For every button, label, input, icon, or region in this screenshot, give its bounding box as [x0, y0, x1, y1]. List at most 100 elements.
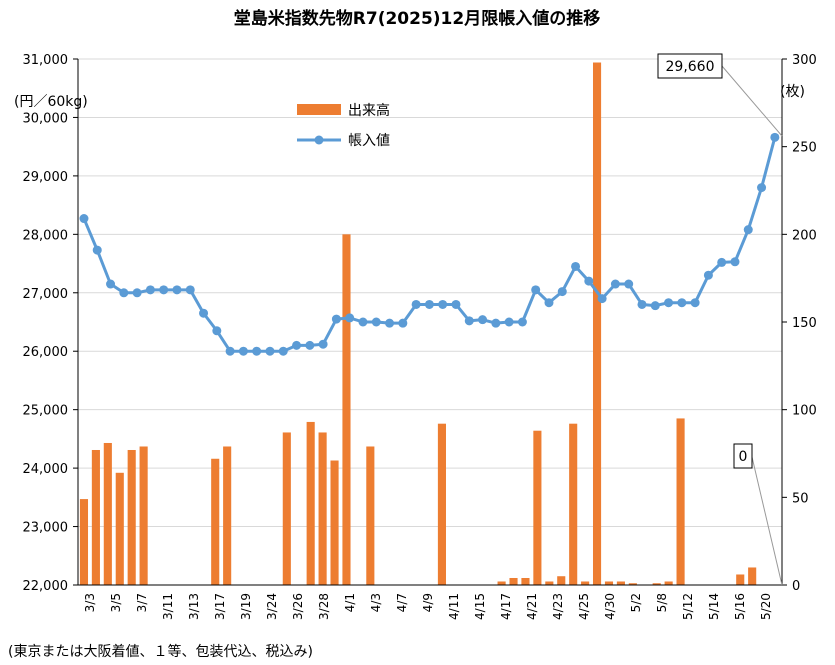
right-axis-unit: (枚)	[780, 84, 805, 100]
x-tick-label: 5/2	[629, 593, 643, 612]
volume-bar	[736, 574, 745, 585]
callout-last-price: 29,660	[657, 53, 783, 137]
x-tick-label: 4/7	[395, 593, 409, 612]
price-point	[292, 340, 302, 350]
price-point	[703, 270, 713, 280]
price-point	[119, 288, 129, 298]
price-point	[464, 316, 474, 326]
volume-bar	[557, 576, 566, 585]
x-tick-label: 4/30	[603, 593, 617, 620]
price-point	[199, 308, 209, 318]
price-point	[637, 299, 647, 309]
x-tick-label: 3/3	[83, 593, 97, 612]
volume-bar	[581, 581, 590, 585]
callout-last-volume-box	[733, 443, 753, 469]
price-point	[677, 298, 687, 308]
x-tick-label: 3/17	[213, 593, 227, 620]
callout-last-price-box	[657, 53, 723, 79]
x-tick-label: 3/28	[317, 593, 331, 620]
volume-bar	[127, 449, 136, 585]
x-tick-label: 3/5	[109, 593, 123, 612]
left-tick-label: 28,000	[23, 228, 69, 243]
price-point	[571, 261, 581, 271]
callout-last-price-label: 29,660	[666, 59, 715, 75]
right-tick-label: 50	[792, 491, 809, 506]
legend: 出来高 帳入値	[297, 102, 390, 149]
volume-bar	[318, 432, 327, 585]
grid-lines	[78, 58, 782, 586]
price-point	[106, 279, 116, 289]
x-tick-label: 4/17	[499, 593, 513, 620]
price-point	[185, 285, 195, 295]
volume-bar	[509, 577, 518, 585]
right-tick-label: 0	[792, 579, 800, 594]
chart-title: 堂島米指数先物R7(2025)12月限帳入値の推移	[234, 8, 600, 29]
x-tick-label: 4/9	[421, 593, 435, 612]
bars	[79, 62, 757, 585]
volume-bar	[115, 472, 124, 585]
price-point	[371, 317, 381, 327]
axes	[73, 58, 787, 586]
price-point	[650, 301, 660, 311]
volume-bar	[139, 446, 148, 585]
volume-bar	[628, 583, 637, 585]
price-point	[265, 346, 275, 356]
legend-bar-label: 出来高	[348, 102, 390, 119]
x-tick-label: 3/24	[265, 593, 279, 620]
price-point	[212, 326, 222, 336]
price-point	[478, 315, 488, 325]
volume-bar	[282, 432, 291, 585]
price-point	[531, 285, 541, 295]
volume-bar	[604, 581, 614, 585]
callout-last-price-leader	[721, 65, 783, 137]
volume-bar	[211, 458, 220, 585]
left-ticks: 22,000 23,000 24,000 25,000 26,000 27,000 28,0…	[23, 53, 69, 594]
price-point	[278, 346, 288, 356]
right-tick-label: 150	[792, 316, 817, 331]
volume-bar	[664, 581, 673, 585]
volume-bar	[103, 442, 112, 585]
price-point	[504, 317, 514, 327]
volume-bar	[437, 423, 446, 585]
price-point	[770, 132, 780, 142]
price-point	[717, 257, 727, 267]
x-tick-label: 4/23	[551, 593, 565, 620]
volume-bar	[533, 430, 542, 585]
line-series	[79, 132, 780, 356]
price-point	[424, 299, 434, 309]
left-tick-label: 29,000	[23, 170, 69, 185]
left-tick-label: 27,000	[23, 287, 69, 302]
x-tick-label: 3/7	[135, 593, 149, 612]
price-point	[664, 298, 674, 308]
volume-bar	[330, 460, 339, 585]
price-point	[544, 298, 554, 308]
x-tick-label: 3/11	[161, 593, 175, 620]
volume-bar	[497, 581, 506, 585]
volume-bar	[569, 423, 578, 585]
right-ticks: 0 50 100 150 200 250 300	[792, 53, 817, 594]
volume-bar	[592, 62, 602, 585]
price-point	[451, 299, 461, 309]
volume-bar	[676, 418, 685, 585]
price-point	[438, 299, 448, 309]
price-point	[331, 314, 341, 324]
right-tick-label: 300	[792, 53, 817, 68]
x-tick-label: 4/1	[343, 593, 357, 612]
footnote: (東京または大阪着値、１等、包装代込、税込み)	[8, 643, 313, 660]
left-axis-unit: (円／60kg)	[14, 94, 88, 110]
volume-bar	[521, 577, 530, 585]
volume-bar	[366, 446, 375, 585]
volume-bar	[91, 449, 100, 585]
legend-bar-swatch	[297, 104, 341, 115]
volume-bar	[223, 446, 232, 585]
volume-bar	[342, 234, 351, 585]
callout-last-volume: 0	[733, 443, 783, 586]
volume-bar	[748, 567, 757, 585]
price-point	[238, 346, 248, 356]
x-tick-label: 3/13	[187, 593, 201, 620]
price-point	[411, 299, 421, 309]
price-point	[79, 214, 89, 224]
price-point	[398, 318, 408, 328]
volume-bar	[79, 499, 89, 585]
